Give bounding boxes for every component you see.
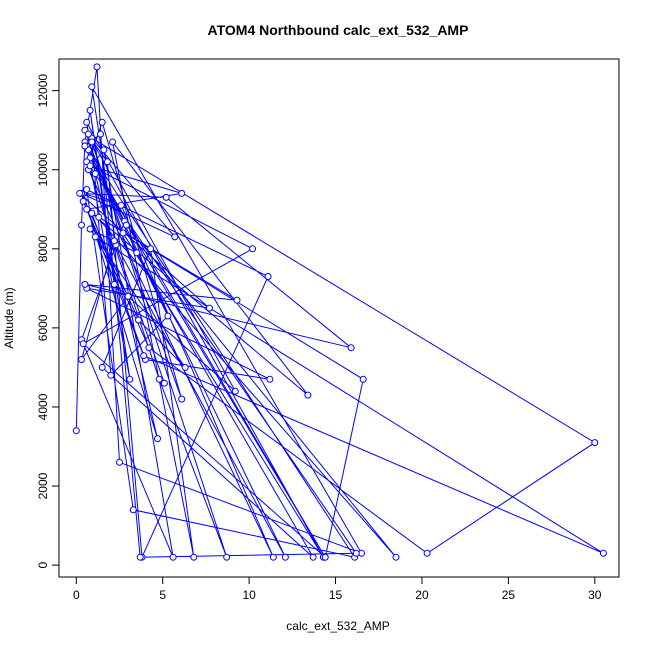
x-axis-label: calc_ext_532_AMP [286,619,389,633]
data-point [147,245,155,253]
x-tick-label: 25 [502,588,516,602]
data-point [129,506,137,514]
y-tick-label: 0 [36,561,50,568]
data-point [103,158,111,166]
data-point [281,553,289,561]
data-point [392,553,400,561]
data-point [83,118,91,126]
data-point [88,209,96,217]
data-point [190,553,198,561]
data-point [110,237,118,245]
data-point [154,435,161,443]
x-tick-label: 15 [329,588,343,602]
data-point [91,233,99,241]
data-point [98,363,106,371]
y-tick-label: 4000 [36,393,50,420]
data-point [136,553,144,561]
data-point [269,553,277,561]
data-point [78,221,85,229]
data-point [181,363,189,371]
data-point [205,304,213,312]
data-point [249,245,257,253]
data-point [81,280,89,288]
x-tick-label: 5 [159,588,166,602]
data-point [83,186,91,193]
data-point [109,138,117,146]
y-tick-label: 6000 [36,314,50,341]
data-point [122,221,130,229]
x-tick-label: 30 [588,588,602,602]
data-point [98,118,106,126]
data-point [591,439,599,447]
x-tick-label: 20 [415,588,429,602]
data-point [145,344,153,352]
data-point [233,296,241,304]
data-point [126,375,134,383]
data-point [79,197,87,205]
y-tick-label: 2000 [36,472,50,499]
series-layer [72,63,607,561]
data-point [162,193,170,201]
x-axis: 0 5 10 15 20 25 30 [73,576,602,602]
data-point [72,427,80,435]
x-tick-label: 10 [242,588,256,602]
data-point [110,280,118,288]
data-point [86,225,94,233]
x-tick-label: 0 [73,588,80,602]
y-tick-label: 10000 [36,153,50,187]
data-point [83,205,91,213]
data-point [309,553,317,561]
data-point [178,189,186,197]
data-point [116,458,123,466]
data-point [107,371,115,379]
data-point [133,249,141,257]
data-point [81,142,89,150]
data-point [119,229,127,237]
data-point [160,379,168,387]
data-point [347,344,355,352]
data-point [359,375,367,383]
data-point [97,130,104,138]
data-point [352,549,360,557]
chart-title: ATOM4 Northbound calc_ext_532_AMP [208,22,469,38]
data-point [304,391,312,399]
data-point [86,162,94,170]
data-point [140,352,148,360]
data-point [171,233,179,241]
data-point [266,375,274,383]
data-point [124,292,132,300]
data-point [76,189,84,197]
data-point [86,106,94,114]
y-tick-label: 12000 [36,74,50,108]
data-point [169,553,177,561]
data-point [79,340,87,348]
data-point [78,356,85,363]
data-point [164,312,172,320]
data-point [91,170,99,178]
data-point [231,387,239,395]
data-point [100,146,108,154]
data-point [135,316,142,324]
data-point [321,553,329,561]
data-point [423,549,431,557]
y-tick-label: 8000 [36,235,50,262]
data-point [155,375,163,383]
data-point [264,273,272,280]
data-point [88,138,96,146]
data-point [88,83,96,91]
y-axis-label: Altitude (m) [2,287,16,348]
data-point [95,213,103,221]
data-point [93,63,101,71]
data-point [599,549,607,557]
data-point [223,553,231,561]
data-point [84,130,92,138]
data-point [117,201,125,209]
data-point [178,395,186,403]
y-axis: 0 2000 4000 6000 8000 10000 12000 [36,74,60,568]
